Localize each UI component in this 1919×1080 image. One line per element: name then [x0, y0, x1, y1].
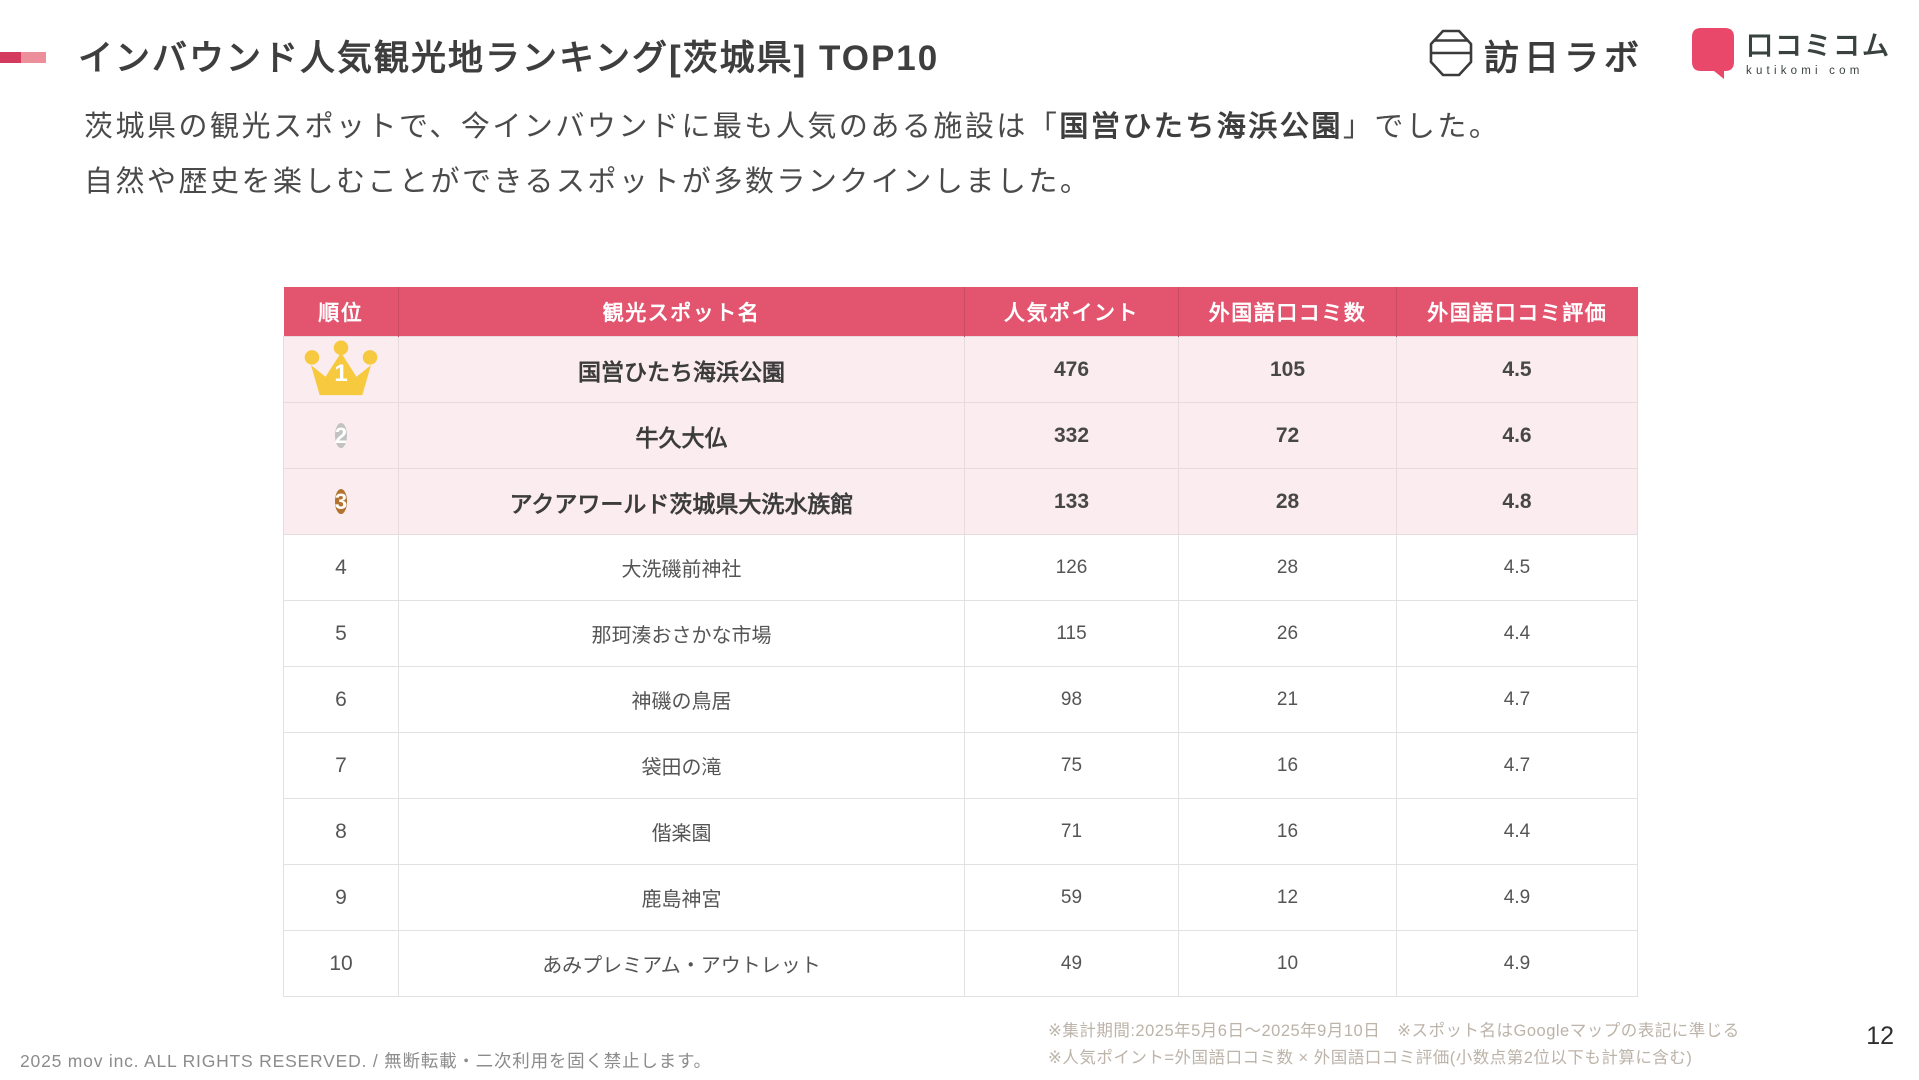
rank-number: 1: [334, 359, 348, 387]
intro-text: 茨城県の観光スポットで、今インバウンドに最も人気のある施設は「国営ひたち海浜公園…: [84, 100, 1500, 210]
footer-copyright: 2025 mov inc. ALL RIGHTS RESERVED. / 無断転…: [20, 1051, 712, 1071]
silver-rank-badge: 2: [334, 422, 348, 448]
points-value: 59: [964, 864, 1179, 931]
table-row: 5 那珂湊おさかな市場 115 26 4.4: [283, 600, 1638, 667]
accent-light-segment: [21, 52, 46, 63]
rating-value: 4.9: [1396, 930, 1638, 997]
intro-line1-pre: 茨城県の観光スポットで、今インバウンドに最も人気のある施設は「: [84, 111, 1060, 143]
intro-line1-post: 」でした。: [1342, 111, 1501, 143]
rating-value: 4.4: [1396, 798, 1638, 865]
page-number: 12: [1866, 1022, 1894, 1050]
table-row: 7 袋田の滝 75 16 4.7: [283, 732, 1638, 799]
table-row: 2 牛久大仏 332 72 4.6: [283, 402, 1638, 469]
intro-line-2: 自然や歴史を楽しむことができるスポットが多数ランクインしました。: [84, 166, 1092, 198]
rating-value: 4.5: [1396, 534, 1638, 601]
points-value: 115: [964, 600, 1179, 667]
reviews-value: 12: [1178, 864, 1397, 931]
table-row: 10 あみプレミアム・アウトレット 49 10 4.9: [283, 930, 1638, 997]
kutikomi-wordmark: 口コミコム kutikomi com: [1746, 33, 1891, 78]
points-value: 71: [964, 798, 1179, 865]
rank-cell: 1: [283, 336, 399, 403]
table-row: 9 鹿島神宮 59 12 4.9: [283, 864, 1638, 931]
page-title: インバウンド人気観光地ランキング[茨城県] TOP10: [78, 39, 940, 78]
spot-name: 国営ひたち海浜公園: [398, 336, 965, 403]
rating-value: 4.7: [1396, 666, 1638, 733]
reviews-value: 21: [1178, 666, 1397, 733]
spot-name: 神磯の鳥居: [398, 666, 965, 733]
kutikomi-logo: 口コミコム kutikomi com: [1690, 26, 1891, 85]
spot-name: 大洗磯前神社: [398, 534, 965, 601]
rank-cell: 3: [283, 468, 399, 535]
accent-dark-segment: [0, 52, 21, 63]
spot-name: アクアワールド茨城県大洗水族館: [398, 468, 965, 535]
speech-bubble-icon: [1690, 26, 1736, 85]
brand-logos: 訪日ラボ 口コミコム kutikomi com: [1428, 26, 1891, 85]
table-row: 6 神磯の鳥居 98 21 4.7: [283, 666, 1638, 733]
rating-value: 4.8: [1396, 468, 1638, 535]
table-row: 3 アクアワールド茨城県大洗水族館 133 28 4.8: [283, 468, 1638, 535]
table-row: 1 国営ひたち海浜公園 476 105 4.5: [283, 336, 1638, 403]
points-value: 133: [964, 468, 1179, 535]
intro-line1-highlight: 国営ひたち海浜公園: [1059, 111, 1343, 143]
reviews-value: 10: [1178, 930, 1397, 997]
rank-cell: 9: [283, 864, 399, 931]
reviews-value: 28: [1178, 468, 1397, 535]
reviews-value: 16: [1178, 798, 1397, 865]
spot-name: 那珂湊おさかな市場: [398, 600, 965, 667]
table-row: 8 偕楽園 71 16 4.4: [283, 798, 1638, 865]
footnote-line-2: ※人気ポイント=外国語口コミ数 × 外国語口コミ評価(小数点第2位以下も計算に含…: [1048, 1049, 1693, 1067]
hounichi-lab-wordmark: 訪日ラボ: [1483, 39, 1644, 78]
kutikomi-wordmark-main: 口コミコム: [1746, 31, 1891, 62]
bronze-rank-badge: 3: [334, 488, 348, 514]
column-header-reviews: 外国語口コミ数: [1178, 287, 1397, 337]
points-value: 126: [964, 534, 1179, 601]
column-header-rank: 順位: [283, 287, 399, 337]
points-value: 49: [964, 930, 1179, 997]
rank-cell: 8: [283, 798, 399, 865]
kutikomi-wordmark-sub: kutikomi com: [1746, 65, 1864, 78]
rating-value: 4.9: [1396, 864, 1638, 931]
title-accent-bar: [0, 52, 46, 63]
rating-value: 4.4: [1396, 600, 1638, 667]
rank-cell: 6: [283, 666, 399, 733]
reviews-value: 28: [1178, 534, 1397, 601]
rating-value: 4.5: [1396, 336, 1638, 403]
points-value: 98: [964, 666, 1179, 733]
crown-icon: [304, 339, 378, 395]
rank-cell: 7: [283, 732, 399, 799]
ranking-table: 順位 観光スポット名 人気ポイント 外国語口コミ数 外国語口コミ評価: [283, 287, 1638, 997]
footnote-line-1: ※集計期間:2025年5月6日〜2025年9月10日 ※スポット名はGoogle…: [1048, 1022, 1740, 1040]
spot-name: 牛久大仏: [398, 402, 965, 469]
column-header-spot: 観光スポット名: [398, 287, 965, 337]
rank-cell: 10: [283, 930, 399, 997]
rank-cell: 4: [283, 534, 399, 601]
gold-crown-badge: 1: [302, 339, 380, 400]
reviews-value: 72: [1178, 402, 1397, 469]
points-value: 75: [964, 732, 1179, 799]
rank-cell: 2: [283, 402, 399, 469]
reviews-value: 105: [1178, 336, 1397, 403]
rating-value: 4.6: [1396, 402, 1638, 469]
rank-cell: 5: [283, 600, 399, 667]
table-row: 4 大洗磯前神社 126 28 4.5: [283, 534, 1638, 601]
reviews-value: 16: [1178, 732, 1397, 799]
spot-name: 鹿島神宮: [398, 864, 965, 931]
spot-name: あみプレミアム・アウトレット: [398, 930, 965, 997]
spot-name: 偕楽園: [398, 798, 965, 865]
points-value: 476: [964, 336, 1179, 403]
lantern-icon: [1428, 28, 1474, 83]
reviews-value: 26: [1178, 600, 1397, 667]
intro-line-1: 茨城県の観光スポットで、今インバウンドに最も人気のある施設は「国営ひたち海浜公園…: [84, 100, 1500, 155]
spot-name: 袋田の滝: [398, 732, 965, 799]
column-header-rating: 外国語口コミ評価: [1396, 287, 1638, 337]
hounichi-lab-logo: 訪日ラボ: [1428, 28, 1644, 83]
column-header-points: 人気ポイント: [964, 287, 1179, 337]
points-value: 332: [964, 402, 1179, 469]
rating-value: 4.7: [1396, 732, 1638, 799]
table-header: 順位 観光スポット名 人気ポイント 外国語口コミ数 外国語口コミ評価: [283, 287, 1638, 337]
footnotes: ※集計期間:2025年5月6日〜2025年9月10日 ※スポット名はGoogle…: [1048, 1018, 1740, 1072]
